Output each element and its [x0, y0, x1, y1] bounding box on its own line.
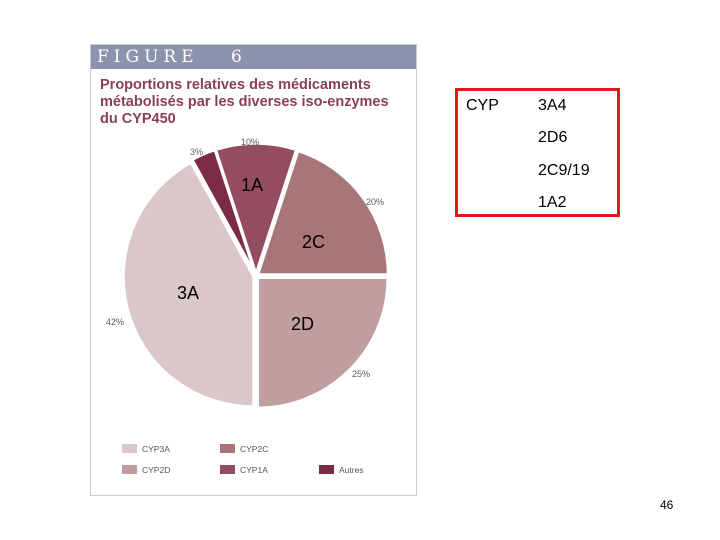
- legend-swatch-cyp1a: [220, 465, 235, 474]
- overlay-label-2c: 2C: [302, 232, 325, 252]
- callout-item: 3A4: [538, 97, 567, 114]
- legend: CYP3A CYP2C CYP2D CYP1A Autres: [122, 444, 364, 475]
- callout-item: 1A2: [538, 194, 567, 211]
- pct-label-cyp2d: 25%: [352, 369, 370, 379]
- figure-number: 6: [231, 47, 242, 67]
- pie-slice-cyp2c: [256, 149, 390, 276]
- pct-label-cyp3a: 42%: [106, 317, 124, 327]
- pie-slice-cyp3a: [122, 161, 255, 408]
- callout-item: 2C9/19: [538, 162, 590, 179]
- figure-title-line: métabolisés par les diverses iso-enzymes: [100, 94, 389, 110]
- cyp-callout-box: CYP 3A4 2D6 2C9/19 1A2: [455, 88, 620, 217]
- pct-label-cyp2c: 20%: [366, 197, 384, 207]
- legend-label-cyp2d: CYP2D: [142, 465, 170, 475]
- figure-title-line: Proportions relatives des médicaments: [100, 77, 371, 93]
- legend-swatch-autres: [319, 465, 334, 474]
- pie-slice-cyp2d: [256, 276, 390, 410]
- figure-label: FIGURE: [97, 47, 199, 67]
- figure-title: Proportions relatives des médicaments mé…: [100, 77, 410, 128]
- pct-label-cyp1a: 10%: [241, 137, 259, 147]
- callout-heading: CYP: [466, 97, 499, 114]
- pct-label-autres: 3%: [190, 147, 203, 157]
- legend-swatch-cyp2c: [220, 444, 235, 453]
- figure-header: FIGURE 6: [91, 45, 416, 69]
- callout-item: 2D6: [538, 129, 568, 146]
- overlay-label-2d: 2D: [291, 314, 314, 334]
- page-number: 46: [660, 498, 674, 512]
- legend-label-cyp2c: CYP2C: [240, 444, 268, 454]
- legend-label-cyp3a: CYP3A: [142, 444, 170, 454]
- overlay-label-1a: 1A: [241, 175, 263, 195]
- legend-swatch-cyp2d: [122, 465, 137, 474]
- overlay-label-3a: 3A: [177, 283, 199, 303]
- pie-slice-cyp1a: [214, 142, 298, 278]
- legend-swatch-cyp3a: [122, 444, 137, 453]
- figure-title-line: du CYP450: [100, 111, 176, 127]
- legend-label-autres: Autres: [339, 465, 364, 475]
- legend-label-cyp1a: CYP1A: [240, 465, 268, 475]
